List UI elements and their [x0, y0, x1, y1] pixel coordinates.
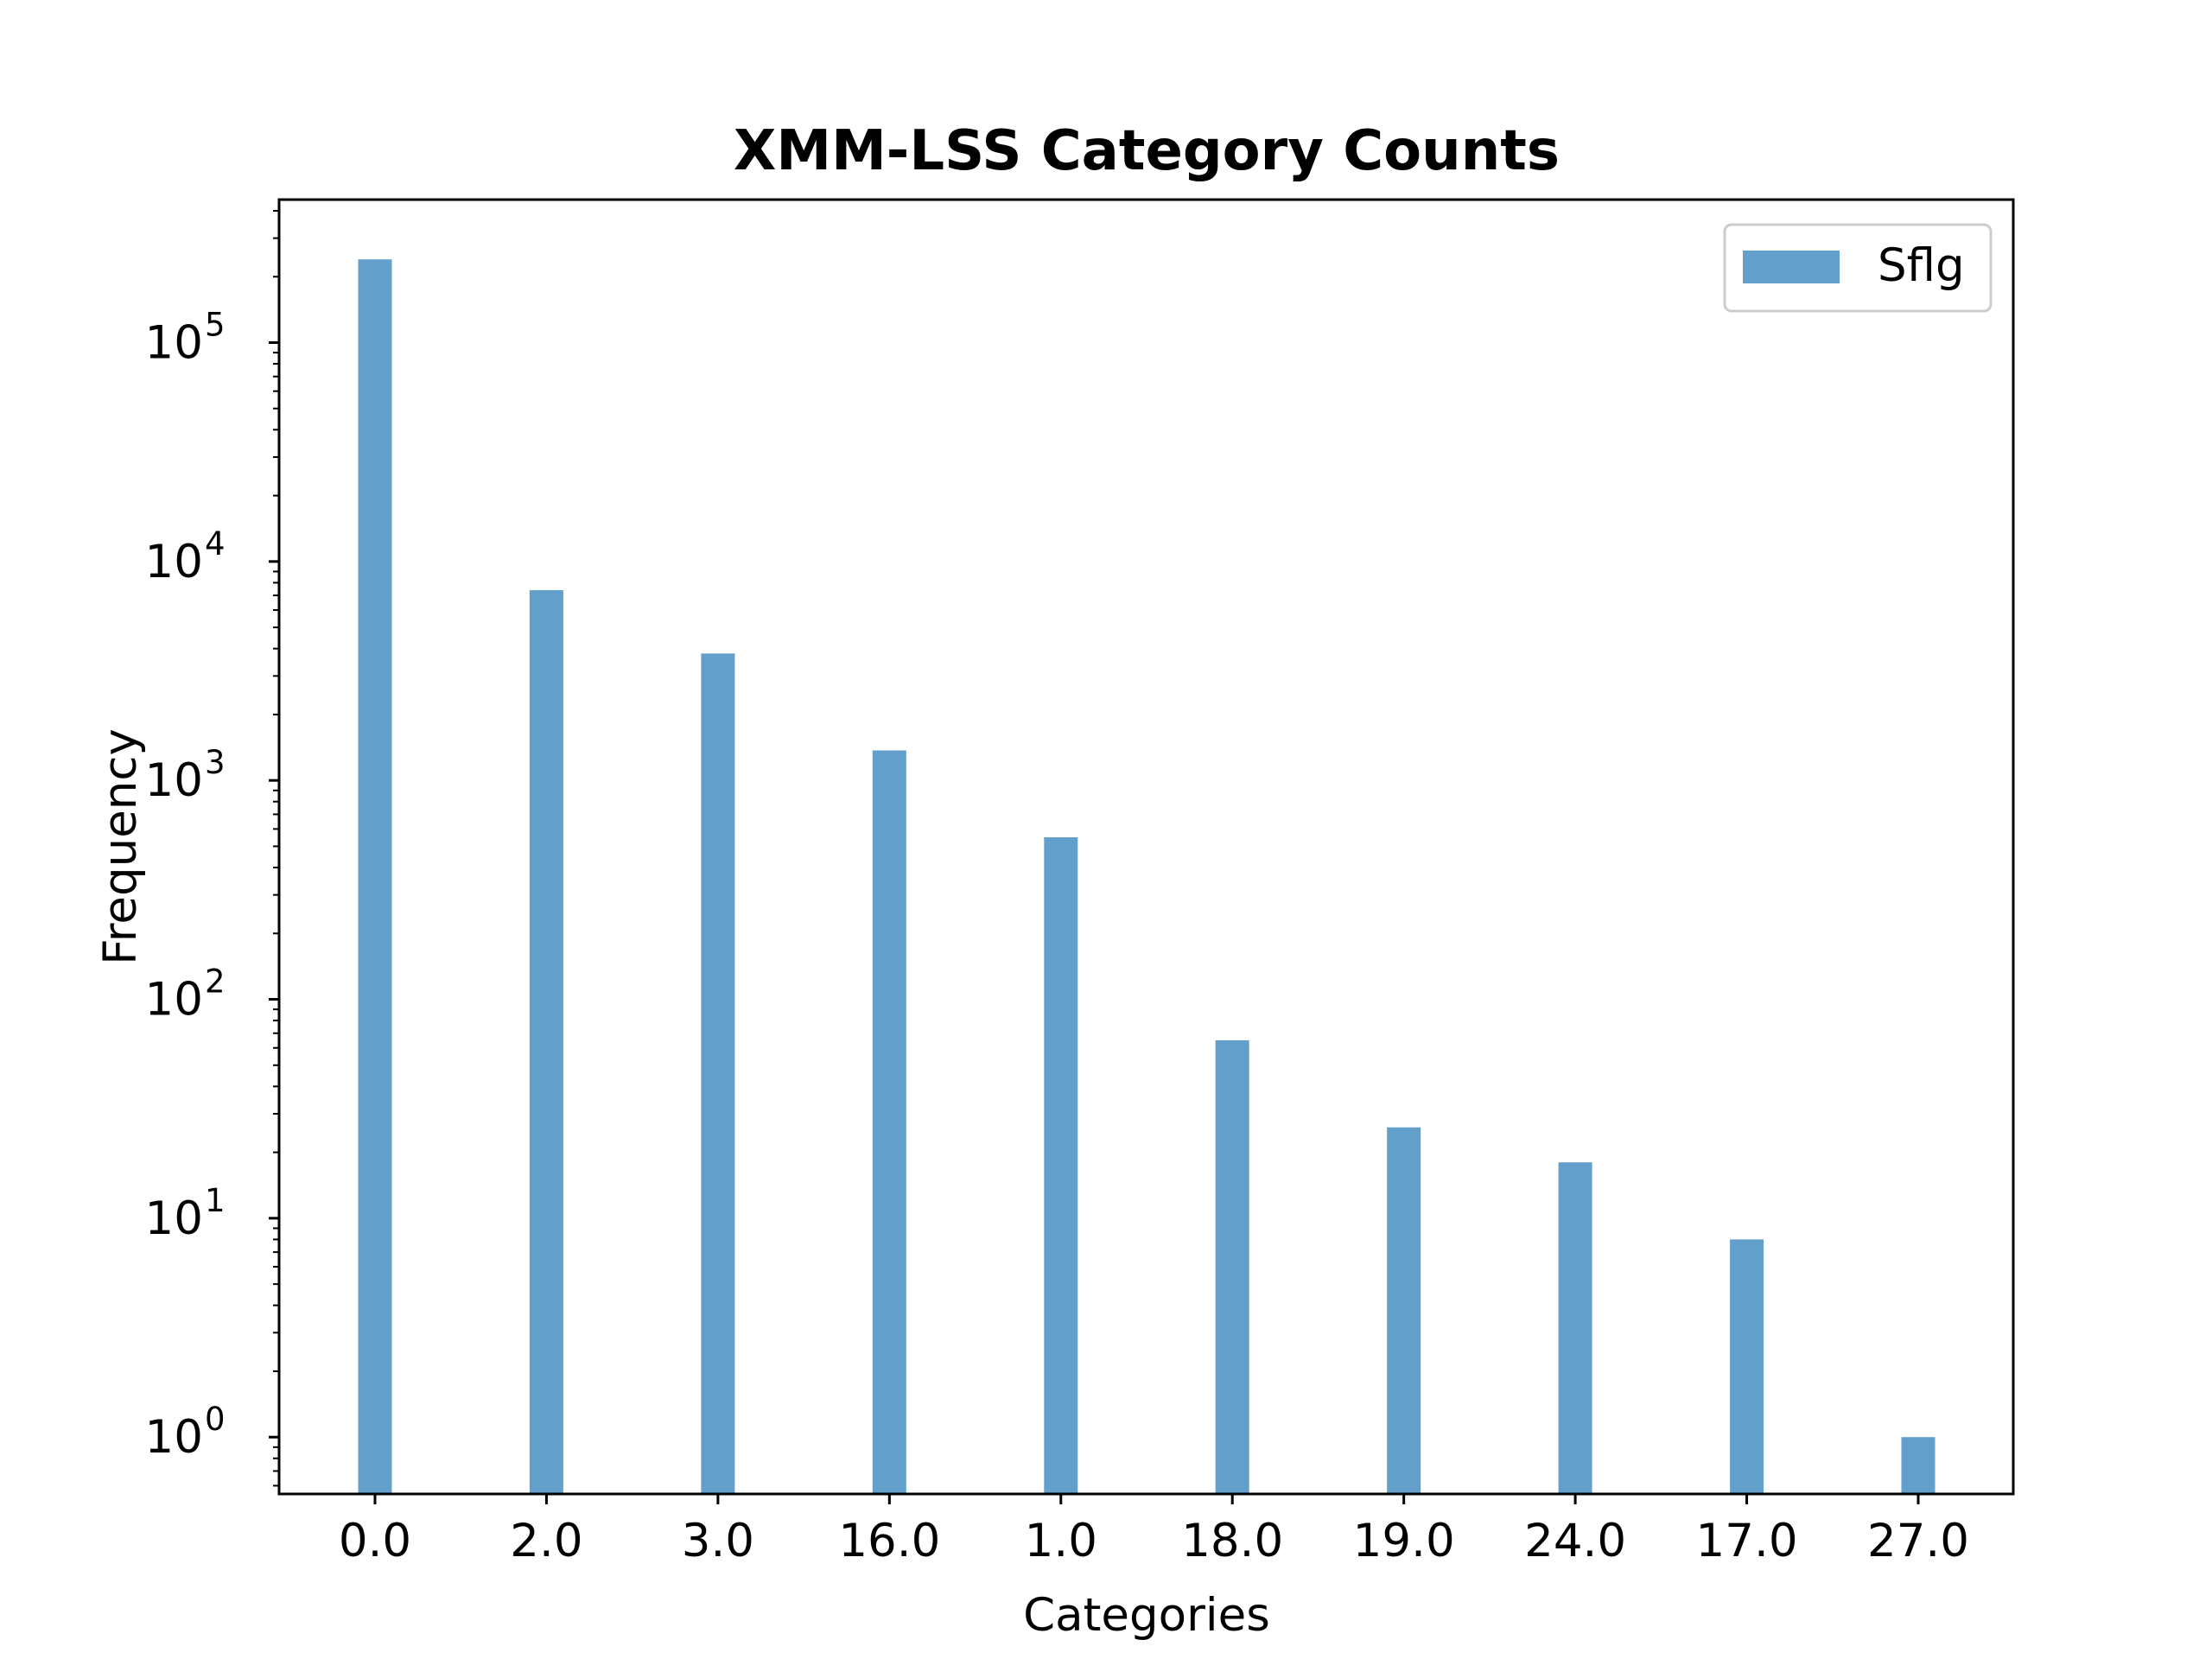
- y-tick-exponent-2: 2: [205, 963, 226, 1001]
- y-tick-exponent-4: 4: [205, 525, 226, 563]
- y-tick-exponent-1: 1: [205, 1182, 226, 1219]
- y-axis-label: Frequency: [94, 728, 147, 965]
- x-tick-label-24.0: 24.0: [1524, 1515, 1626, 1567]
- y-tick-label-1: 10: [145, 1192, 203, 1245]
- bar-19.0: [1387, 1127, 1421, 1494]
- y-tick-exponent-0: 0: [205, 1401, 226, 1438]
- bars-layer: [358, 259, 1936, 1495]
- x-tick-label-1.0: 1.0: [1025, 1515, 1097, 1567]
- x-tick-label-2.0: 2.0: [510, 1515, 582, 1567]
- bar-0.0: [358, 259, 392, 1495]
- x-tick-label-0.0: 0.0: [339, 1515, 411, 1567]
- bar-17.0: [1730, 1239, 1764, 1494]
- x-tick-label-17.0: 17.0: [1696, 1515, 1798, 1567]
- bar-27.0: [1901, 1437, 1936, 1494]
- y-tick-label-3: 10: [145, 754, 203, 807]
- bar-18.0: [1215, 1039, 1249, 1494]
- y-tick-label-5: 10: [145, 316, 203, 369]
- x-tick-label-16.0: 16.0: [838, 1515, 940, 1567]
- chart-title: XMM-LSS Category Counts: [734, 119, 1560, 183]
- y-tick-label-4: 10: [145, 536, 203, 588]
- legend-swatch-sflg: [1743, 251, 1840, 283]
- legend-label-sflg: Sflg: [1878, 239, 1965, 292]
- bar-24.0: [1558, 1162, 1592, 1494]
- y-tick-exponent-5: 5: [205, 306, 226, 343]
- x-tick-label-19.0: 19.0: [1353, 1515, 1455, 1567]
- bar-16.0: [872, 750, 906, 1494]
- y-tick-exponent-3: 3: [205, 744, 226, 781]
- y-tick-label-0: 10: [145, 1411, 203, 1464]
- bar-3.0: [701, 653, 735, 1494]
- y-tick-label-2: 10: [145, 974, 203, 1027]
- legend: Sflg: [1723, 223, 1993, 313]
- x-tick-label-3.0: 3.0: [682, 1515, 754, 1567]
- plot-frame: [277, 198, 2015, 1496]
- bar-2.0: [529, 590, 563, 1494]
- bar-1.0: [1044, 837, 1078, 1494]
- legend-frame: [1723, 223, 1993, 313]
- x-axis-label: Categories: [1023, 1589, 1270, 1642]
- x-tick-label-27.0: 27.0: [1867, 1515, 1969, 1567]
- x-tick-label-18.0: 18.0: [1181, 1515, 1283, 1567]
